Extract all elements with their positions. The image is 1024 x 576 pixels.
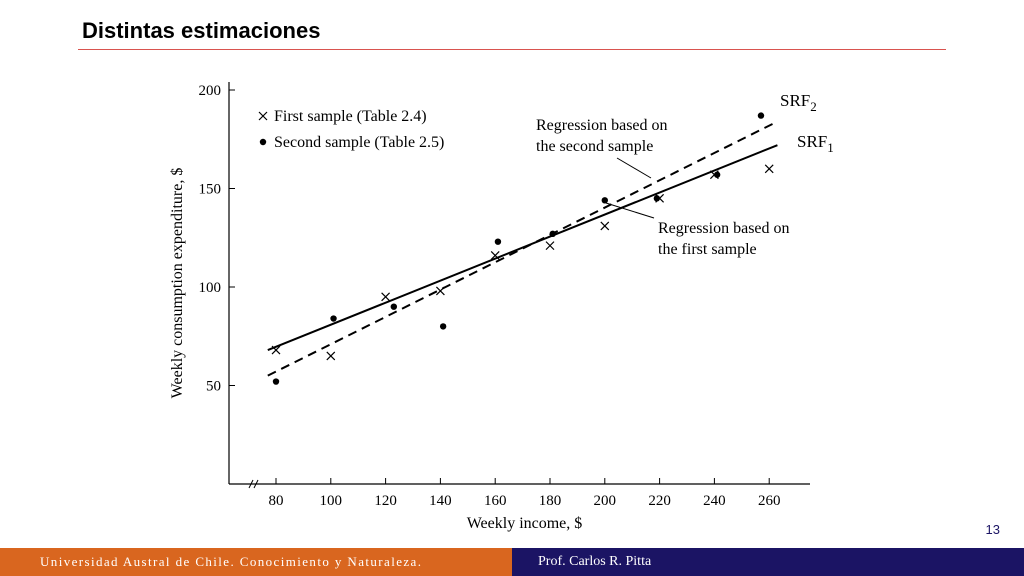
x-tick-label: 200 — [594, 493, 617, 509]
annotation-second-line1: Regression based on — [536, 117, 668, 134]
regression-line-srf2 — [267, 120, 778, 377]
slide-title: Distintas estimaciones — [82, 18, 321, 43]
second-sample-point — [713, 171, 721, 178]
footer-institution-text: Universidad Austral de Chile. Conocimien… — [40, 554, 423, 569]
first-sample-point — [435, 286, 445, 296]
annotation-second-line2: the second sample — [536, 138, 653, 155]
footer-author-text: Prof. Carlos R. Pitta — [538, 554, 652, 569]
annotation-first-line1: Regression based on — [658, 220, 790, 237]
first-sample-point — [600, 221, 610, 231]
annotation-first-pointer — [605, 202, 655, 219]
y-tick-label: 50 — [206, 379, 221, 395]
x-axis-break — [248, 479, 259, 489]
second-sample-point — [653, 195, 661, 202]
first-sample-point — [545, 241, 555, 251]
first-sample-point — [326, 351, 336, 361]
second-sample-point — [549, 230, 556, 238]
x-tick-label: 240 — [703, 493, 726, 509]
title-divider — [78, 49, 946, 50]
page-number: 13 — [985, 522, 1000, 537]
y-axis-title: Weekly consumption expenditure, $ — [169, 168, 186, 399]
second-sample-point — [601, 197, 608, 204]
first-sample-point — [271, 345, 281, 355]
legend-x-marker — [258, 111, 268, 121]
first-sample-point — [764, 164, 774, 174]
x-tick-label: 180 — [539, 493, 562, 509]
x-axis-title: Weekly income, $ — [467, 515, 583, 532]
x-tick-label: 140 — [429, 493, 452, 509]
second-sample-point — [439, 323, 447, 330]
annotation-first-line2: the first sample — [658, 241, 757, 258]
y-tick-label: 100 — [199, 280, 222, 296]
y-tick-label: 200 — [199, 83, 222, 99]
legend-dot-marker — [259, 138, 267, 146]
second-sample-point — [390, 303, 398, 310]
annotation-second-pointer — [616, 157, 652, 179]
second-sample-point — [494, 238, 502, 245]
second-sample-point — [757, 112, 765, 119]
x-tick-label: 120 — [374, 493, 397, 509]
x-tick-label: 80 — [269, 493, 284, 509]
srf1-label: SRF1 — [797, 132, 834, 155]
x-tick-label: 220 — [648, 493, 671, 509]
footer-bar: Universidad Austral de Chile. Conocimien… — [0, 522, 1024, 576]
x-tick-label: 160 — [484, 493, 507, 509]
x-tick-label: 260 — [758, 493, 781, 509]
first-sample-point — [381, 292, 391, 302]
legend-first-sample: First sample (Table 2.4) — [274, 108, 427, 125]
second-sample-point — [330, 315, 337, 322]
x-tick-label: 100 — [320, 493, 343, 509]
regression-chart: 50 100 150 200 80 100 120 140 160 180 200 220 240 260… — [169, 82, 834, 532]
y-tick-label: 150 — [199, 182, 222, 198]
footer-institution: Universidad Austral de Chile. Conocimien… — [0, 548, 512, 576]
second-sample-point — [272, 378, 280, 385]
srf2-label: SRF2 — [780, 91, 817, 114]
footer-author: Prof. Carlos R. Pitta 13 — [512, 522, 1024, 576]
legend-second-sample: Second sample (Table 2.5) — [274, 134, 444, 151]
first-sample-point — [490, 251, 500, 260]
